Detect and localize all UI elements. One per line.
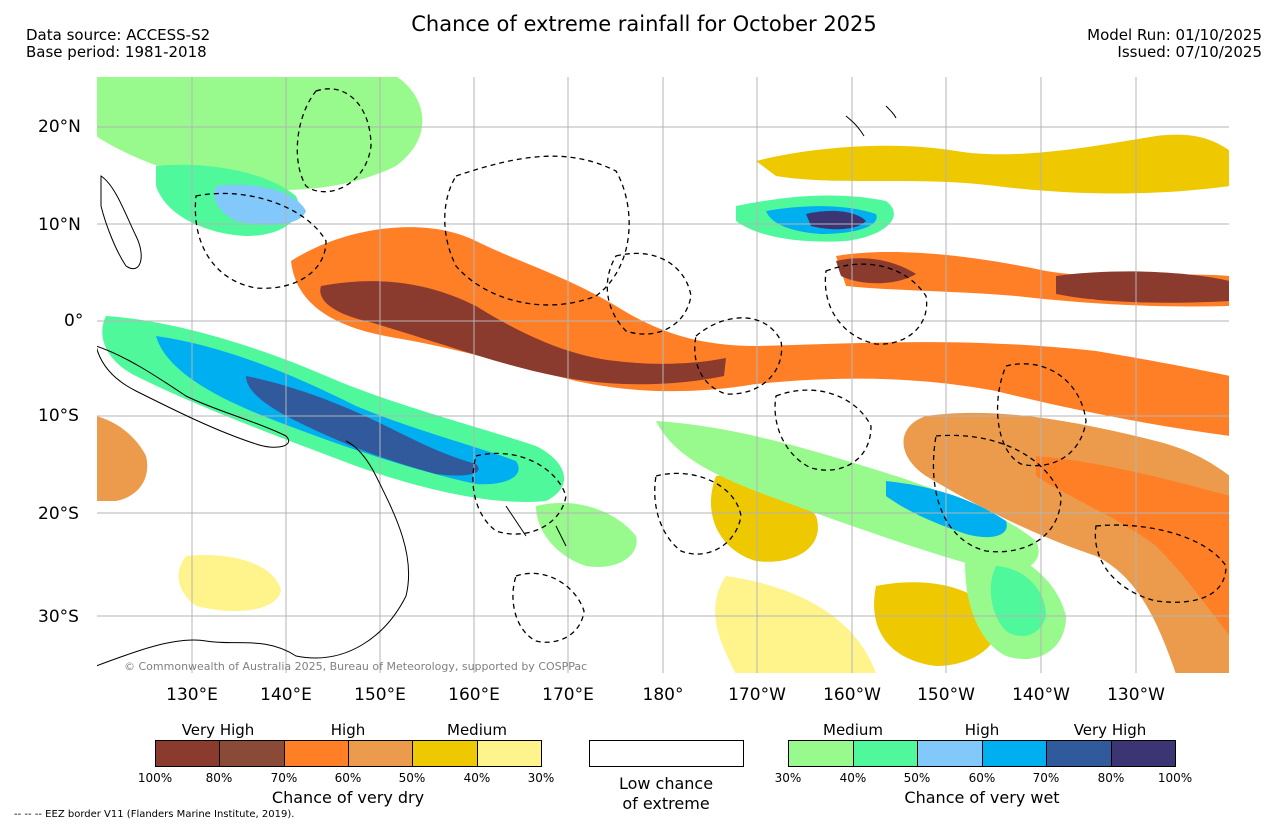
lon-label-170e: 170°E bbox=[542, 685, 594, 705]
lon-label-180: 180° bbox=[642, 685, 684, 705]
dry-swatch-3 bbox=[284, 741, 349, 766]
lat-label-30s: 30°S bbox=[38, 607, 79, 627]
graticule bbox=[96, 76, 1230, 674]
lon-label-150e: 150°E bbox=[354, 685, 406, 705]
wet-category-medium: Medium bbox=[823, 721, 883, 739]
wet-swatch-4 bbox=[982, 741, 1047, 766]
dry-swatch-5 bbox=[413, 741, 478, 766]
dry-pct-80: 80% bbox=[205, 771, 233, 785]
dry-category-high: High bbox=[330, 721, 366, 739]
map-title: Chance of extreme rainfall for October 2… bbox=[411, 12, 877, 36]
light-dry-area-south bbox=[715, 576, 876, 674]
wet-area-south-east-core bbox=[990, 566, 1046, 636]
wet-probability-areas bbox=[96, 76, 1066, 660]
dry-category-medium: Medium bbox=[447, 721, 507, 739]
light-dry-area-australia bbox=[178, 555, 281, 611]
dry-caption: Chance of very dry bbox=[271, 788, 425, 807]
lat-label-10n: 10°N bbox=[38, 215, 81, 235]
dry-category-very-high: Very High bbox=[181, 721, 255, 739]
lon-label-150w: 150°W bbox=[917, 685, 975, 705]
dry-swatch-1 bbox=[156, 741, 221, 766]
lat-label-equator: 0° bbox=[64, 311, 84, 331]
rainfall-map bbox=[96, 76, 1230, 674]
lat-label-20s: 20°S bbox=[38, 504, 79, 524]
wet-pct-40: 40% bbox=[839, 771, 867, 785]
low-chance-line-1: Low chance bbox=[618, 774, 714, 793]
lon-label-160w: 160°W bbox=[823, 685, 881, 705]
lon-label-170w: 170°W bbox=[728, 685, 786, 705]
wet-colorbar bbox=[788, 740, 1176, 767]
dry-core-equatorial bbox=[320, 281, 726, 385]
lon-label-160e: 160°E bbox=[448, 685, 500, 705]
low-chance-line-2: of extreme bbox=[622, 794, 710, 813]
wet-area-north-central-core bbox=[806, 210, 866, 230]
dry-pct-70: 70% bbox=[270, 771, 298, 785]
dry-pct-50: 50% bbox=[398, 771, 426, 785]
wet-band-spcz bbox=[656, 421, 1039, 572]
dry-swatch-2 bbox=[220, 741, 285, 766]
wet-pct-50: 50% bbox=[903, 771, 931, 785]
wet-category-very-high: Very High bbox=[1073, 721, 1147, 739]
wet-caption: Chance of very wet bbox=[904, 788, 1060, 807]
lat-label-10s: 10°S bbox=[38, 406, 79, 426]
issued-date: Issued: 07/10/2025 bbox=[1117, 43, 1262, 61]
wet-pct-70: 70% bbox=[1032, 771, 1060, 785]
dry-area-australia-nw bbox=[96, 416, 148, 501]
low-chance-caption: Low chance of extreme bbox=[619, 774, 713, 814]
wet-band-new-guinea-core bbox=[246, 376, 479, 476]
wet-swatch-6 bbox=[1111, 741, 1175, 766]
lon-label-140w: 140°W bbox=[1012, 685, 1070, 705]
wet-area-philippines bbox=[96, 76, 423, 190]
wet-swatch-3 bbox=[918, 741, 983, 766]
wet-pct-30: 30% bbox=[774, 771, 802, 785]
wet-area-philippines-peak bbox=[214, 184, 306, 225]
wet-area-coral-sea bbox=[536, 502, 637, 567]
lon-label-130e: 130°E bbox=[166, 685, 218, 705]
wet-category-high: High bbox=[964, 721, 1000, 739]
data-source: Data source: ACCESS-S2 bbox=[26, 26, 211, 44]
wet-swatch-1 bbox=[789, 741, 854, 766]
data-source-info: Data source: ACCESS-S2 Base period: 1981… bbox=[26, 27, 210, 61]
coastlines bbox=[96, 105, 897, 667]
dry-area-south bbox=[874, 582, 998, 666]
wet-pct-80: 80% bbox=[1097, 771, 1125, 785]
dry-swatch-6 bbox=[477, 741, 541, 766]
lat-label-20n: 20°N bbox=[38, 117, 81, 137]
dry-band-north bbox=[756, 134, 1230, 194]
wet-pct-60: 60% bbox=[968, 771, 996, 785]
dry-pct-100: 100% bbox=[137, 771, 173, 785]
wet-swatch-2 bbox=[853, 741, 918, 766]
eez-borders bbox=[194, 88, 1227, 643]
dry-pct-40: 40% bbox=[463, 771, 491, 785]
model-run: Model Run: 01/10/2025 bbox=[1087, 26, 1262, 44]
dry-colorbar bbox=[155, 740, 542, 767]
low-chance-swatch bbox=[589, 740, 744, 767]
dry-pct-60: 60% bbox=[334, 771, 362, 785]
lon-label-130w: 130°W bbox=[1107, 685, 1165, 705]
run-info: Model Run: 01/10/2025 Issued: 07/10/2025 bbox=[1087, 27, 1262, 61]
dry-core-south-east bbox=[1036, 456, 1230, 636]
eez-note: -- -- -- EEZ border V11 (Flanders Marine… bbox=[14, 809, 295, 820]
copyright-note: © Commonwealth of Australia 2025, Bureau… bbox=[124, 660, 588, 673]
dry-band-equatorial bbox=[291, 227, 1230, 436]
dry-swatch-4 bbox=[348, 741, 414, 766]
wet-pct-100: 100% bbox=[1157, 771, 1193, 785]
map-frame bbox=[96, 76, 1230, 674]
lon-label-140e: 140°E bbox=[260, 685, 312, 705]
dry-core-far-east bbox=[1056, 271, 1230, 303]
base-period: Base period: 1981-2018 bbox=[26, 43, 207, 61]
wet-swatch-5 bbox=[1047, 741, 1112, 766]
dry-pct-30: 30% bbox=[527, 771, 555, 785]
